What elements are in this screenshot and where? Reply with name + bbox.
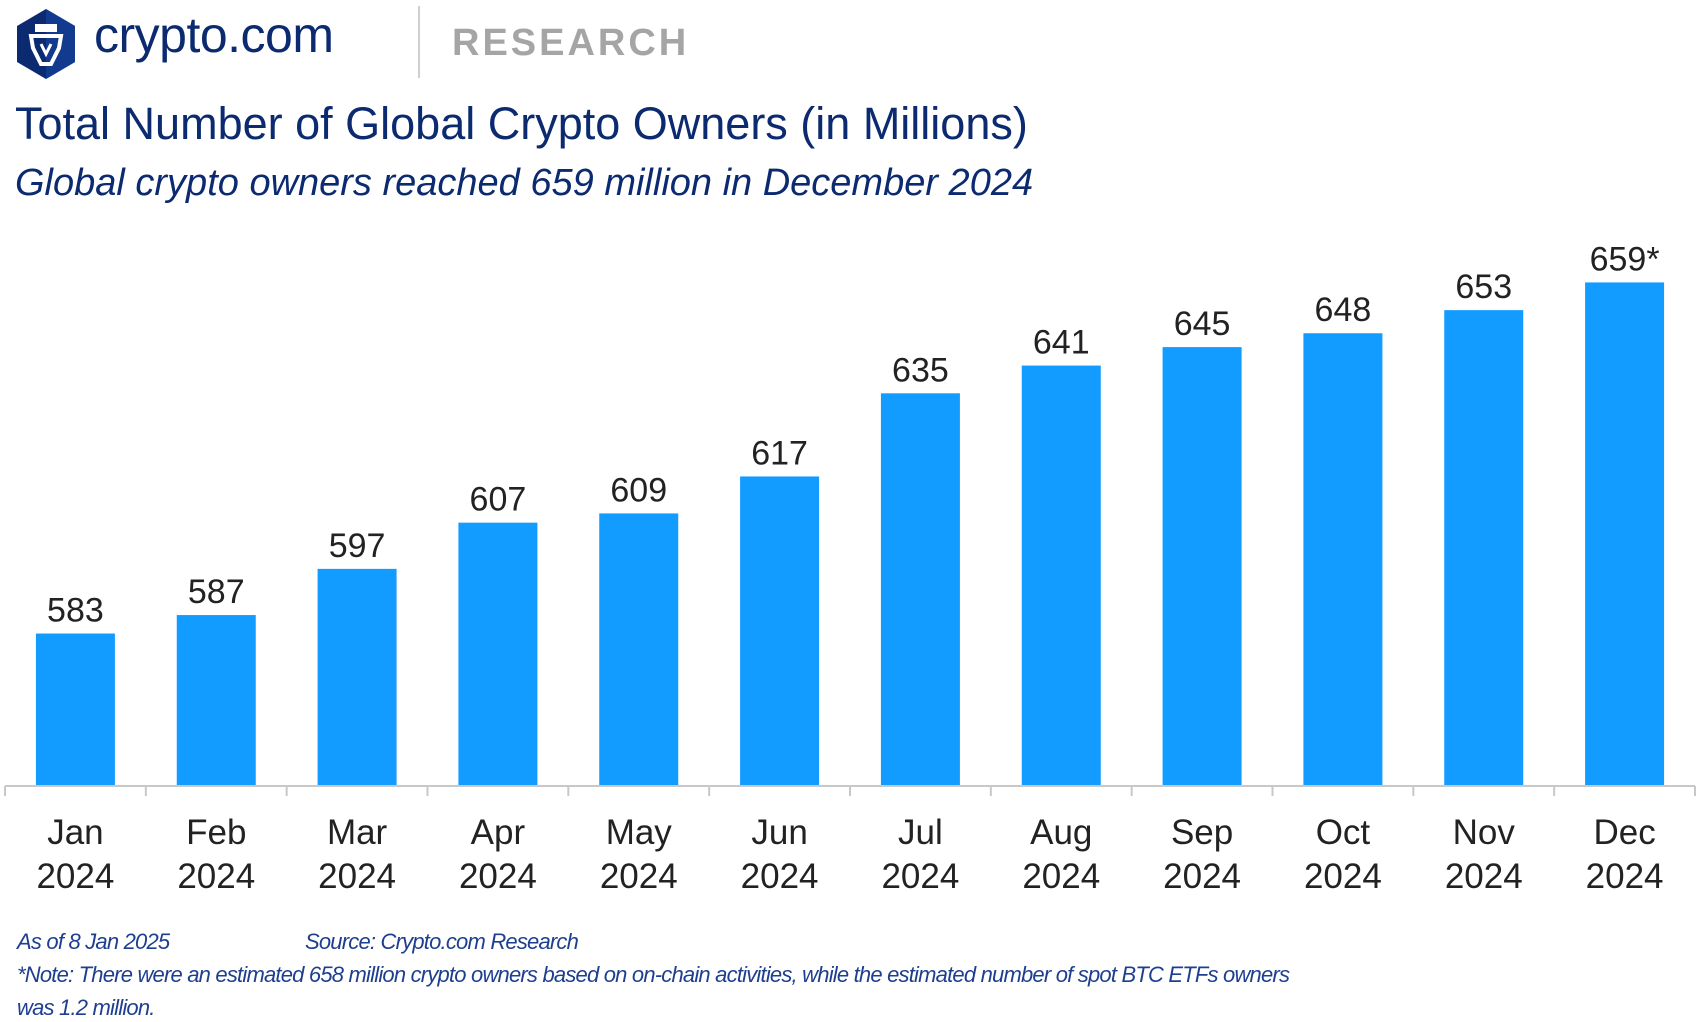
section-label: RESEARCH [452,22,690,64]
x-tick-label-year: 2024 [1586,857,1664,896]
bar-dec [1585,282,1665,786]
x-tick-label-year: 2024 [1445,857,1523,896]
data-label: 648 [1315,291,1372,329]
x-tick-label-month: Jan [47,813,103,852]
x-tick-label-month: Nov [1453,813,1516,852]
bar-jan [35,633,115,786]
data-label: 659* [1590,240,1660,278]
data-label: 583 [47,592,104,630]
bar-chart: 583 Jan 2024 587 Feb 2024 597 Mar 2024 607 Apr 2024… [4,240,1696,896]
bar-oct [1303,333,1383,786]
x-tick-label-year: 2024 [881,857,959,896]
x-tick-label-month: Oct [1316,813,1371,852]
as-of-date: As of 8 Jan 2025 [17,929,170,954]
chart-title: Total Number of Global Crypto Owners (in… [15,98,1028,149]
bar-mar [317,568,397,786]
bar-may [599,513,679,786]
bar-jul [880,393,960,786]
data-label: 587 [188,573,245,611]
x-tick-label-year: 2024 [741,857,819,896]
x-tick-label-month: Dec [1593,813,1655,852]
bar-apr [458,522,538,786]
x-tick-label-year: 2024 [1022,857,1100,896]
x-tick-label-month: Jun [751,813,807,852]
data-label: 645 [1174,305,1231,343]
x-tick-label-year: 2024 [1304,857,1382,896]
data-label: 597 [329,527,386,565]
bar-nov [1444,310,1524,786]
x-tick-label-month: Sep [1171,813,1233,852]
x-tick-label-month: Aug [1030,813,1092,852]
bar-sep [1162,347,1242,786]
bar-feb [176,615,256,786]
data-label: 653 [1455,268,1512,306]
x-tick-label-month: May [606,813,673,852]
x-tick-label-month: Jul [898,813,943,852]
footnote-line-2: was 1.2 million. [17,995,155,1020]
crypto-com-logo-icon [17,9,75,79]
x-tick-label-month: Mar [327,813,388,852]
bar-jun [740,476,820,786]
data-label: 609 [610,471,667,509]
x-tick-label-year: 2024 [177,857,255,896]
x-tick-label-year: 2024 [459,857,537,896]
data-label: 617 [751,434,808,472]
data-label: 635 [892,351,949,389]
data-label: 607 [470,481,527,519]
brand-name: crypto.com [94,7,334,63]
x-tick-label-year: 2024 [318,857,396,896]
x-tick-label-year: 2024 [36,857,114,896]
header-divider [418,6,420,78]
source-note: Source: Crypto.com Research [305,929,579,954]
footnote-line-1: *Note: There were an estimated 658 milli… [17,962,1290,987]
x-tick-label-year: 2024 [1163,857,1241,896]
x-tick-label-month: Feb [186,813,246,852]
x-tick-label-month: Apr [471,813,526,852]
data-label: 641 [1033,324,1090,362]
x-tick-label-year: 2024 [600,857,678,896]
chart-subtitle: Global crypto owners reached 659 million… [15,162,1034,204]
bar-aug [1021,365,1101,786]
